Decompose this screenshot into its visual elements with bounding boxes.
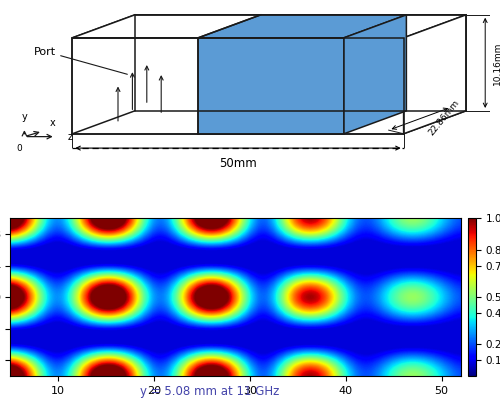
Text: 0: 0 [16,144,22,153]
Polygon shape [72,15,466,38]
Text: z: z [68,132,72,142]
Text: y = 5.08 mm at 11 GHz: y = 5.08 mm at 11 GHz [140,385,280,398]
Text: y: y [22,112,28,122]
Text: Dielectric: Dielectric [308,19,360,29]
Polygon shape [198,38,344,134]
Text: Port: Port [34,47,56,57]
Polygon shape [198,15,406,38]
Polygon shape [135,15,466,111]
Text: x: x [50,118,55,128]
Text: 10.16mm: 10.16mm [492,41,500,84]
Text: 22.86mm: 22.86mm [427,98,461,137]
Polygon shape [404,15,466,134]
Polygon shape [344,15,406,134]
Polygon shape [72,38,404,134]
Text: 50mm: 50mm [219,157,257,170]
